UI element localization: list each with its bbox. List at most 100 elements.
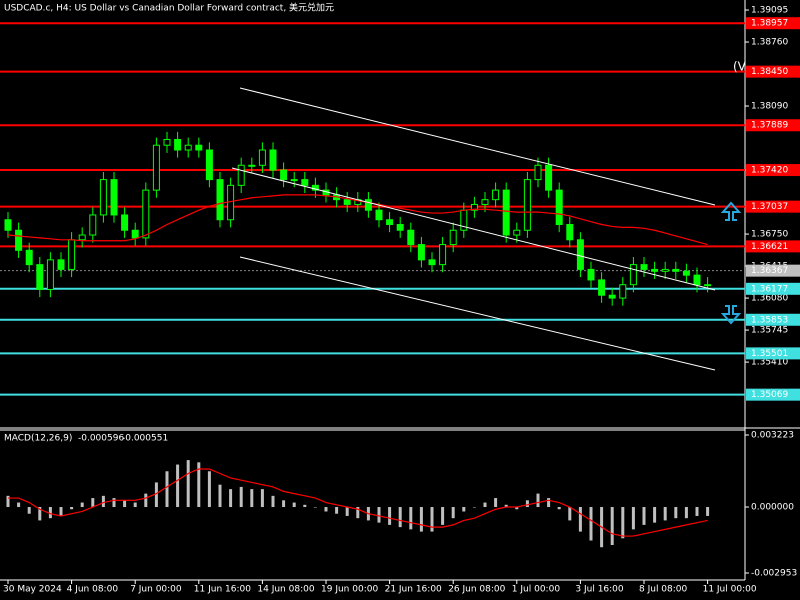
indicator-value: -0.000551 xyxy=(122,434,168,444)
histogram-bar xyxy=(6,495,10,508)
level-label-box xyxy=(746,347,800,360)
candle-body xyxy=(555,189,563,226)
histogram-bar xyxy=(409,507,413,530)
candle-body xyxy=(407,229,415,246)
histogram-bar xyxy=(684,507,688,519)
histogram-bar xyxy=(472,507,476,508)
candle-body xyxy=(672,268,680,272)
x-tick-label: 1 Jul 00:00 xyxy=(512,585,561,595)
candle-body xyxy=(343,199,351,205)
candle-body xyxy=(470,203,478,211)
candle-body xyxy=(502,189,510,236)
candle-body xyxy=(15,229,23,251)
histogram-bar xyxy=(589,507,593,541)
y-tick-label: 1.38760 xyxy=(751,38,788,48)
x-tick-label: 21 Jun 16:00 xyxy=(385,585,442,595)
histogram-bar xyxy=(377,507,381,523)
histogram-bar xyxy=(663,507,667,521)
candle-body xyxy=(619,284,627,299)
candle-body xyxy=(651,268,659,272)
candle-body xyxy=(693,274,701,286)
candle-body xyxy=(237,164,245,186)
indicator-value: -0.000596 xyxy=(78,434,124,444)
candle-body xyxy=(290,179,298,182)
histogram-bar xyxy=(547,498,551,508)
y-tick-label: -0.002953 xyxy=(751,568,797,578)
level-label: 1.35069 xyxy=(751,390,788,400)
histogram-bar xyxy=(250,489,254,508)
candle-body xyxy=(195,144,203,151)
chart-title: USDCAD.c, H4: US Dollar vs Canadian Doll… xyxy=(4,2,334,14)
candle-body xyxy=(386,219,394,226)
x-tick-label: 11 Jul 00:00 xyxy=(703,585,757,595)
candle-body xyxy=(587,268,595,281)
candle-body xyxy=(301,179,309,186)
candle-body xyxy=(36,264,44,290)
candle-body xyxy=(46,259,54,290)
histogram-bar xyxy=(80,502,84,508)
histogram-bar xyxy=(653,507,657,523)
histogram-bar xyxy=(388,507,392,525)
histogram-bar xyxy=(356,507,360,519)
candle-body xyxy=(89,214,97,236)
histogram-bar xyxy=(462,507,466,512)
histogram-bar xyxy=(165,471,169,508)
level-label-box xyxy=(746,164,800,177)
candle-body xyxy=(428,259,436,266)
x-tick-label: 8 Jul 08:00 xyxy=(639,585,688,595)
candle-body xyxy=(311,184,319,191)
x-tick-label: 14 Jun 08:00 xyxy=(257,585,314,595)
candle-body xyxy=(492,189,500,201)
channel-line xyxy=(239,256,716,371)
histogram-bar xyxy=(282,500,286,508)
histogram-bar xyxy=(144,493,148,508)
candle-body xyxy=(364,199,372,211)
y-tick-label: 1.35745 xyxy=(751,326,788,336)
histogram-bar xyxy=(303,504,307,508)
histogram-bar xyxy=(112,498,116,508)
up-arrow xyxy=(720,201,742,221)
histogram-bar xyxy=(419,507,423,532)
y-tick-label: 1.39095 xyxy=(751,6,788,16)
histogram-bar xyxy=(38,507,42,521)
histogram-bar xyxy=(123,500,127,508)
histogram-bar xyxy=(706,507,710,516)
x-tick-label: 19 Jun 00:00 xyxy=(321,585,378,595)
y-tick-label: 1.36080 xyxy=(751,294,788,304)
histogram-bar xyxy=(218,484,222,508)
y-tick-label: 1.38090 xyxy=(751,102,788,112)
level-label: 1.37037 xyxy=(751,202,788,212)
histogram-bar xyxy=(48,507,52,519)
indicator-line xyxy=(8,468,708,537)
candle-body xyxy=(449,229,457,246)
level-label-box xyxy=(746,200,800,213)
histogram-bar xyxy=(17,502,21,508)
level-label: 1.36621 xyxy=(751,242,788,252)
candle-body xyxy=(576,239,584,270)
candle-body xyxy=(629,264,637,286)
level-label: 1.37420 xyxy=(751,166,788,176)
level-label-box xyxy=(746,313,800,326)
y-tick-label: 0.000000 xyxy=(751,503,794,513)
annotation: (V xyxy=(733,60,747,74)
candle-body xyxy=(375,209,383,221)
candle-body xyxy=(121,214,129,231)
candle-body xyxy=(68,239,76,270)
histogram-bar xyxy=(504,504,508,508)
candle-body xyxy=(78,234,86,241)
y-tick-label: 1.36750 xyxy=(751,230,788,240)
histogram-bar xyxy=(197,462,201,508)
histogram-bar xyxy=(557,507,561,510)
level-label: 1.38957 xyxy=(751,19,788,29)
histogram-bar xyxy=(515,507,519,510)
indicator-label: MACD(12,26,9) xyxy=(4,434,72,444)
histogram-bar xyxy=(324,507,328,512)
candle-body xyxy=(439,244,447,266)
x-tick-label: 3 Jul 16:00 xyxy=(575,585,624,595)
histogram-bar xyxy=(525,500,529,508)
candle-body xyxy=(25,249,33,266)
histogram-bar xyxy=(568,507,572,521)
channel-line xyxy=(231,167,716,291)
x-tick-label: 7 Jun 00:00 xyxy=(130,585,182,595)
